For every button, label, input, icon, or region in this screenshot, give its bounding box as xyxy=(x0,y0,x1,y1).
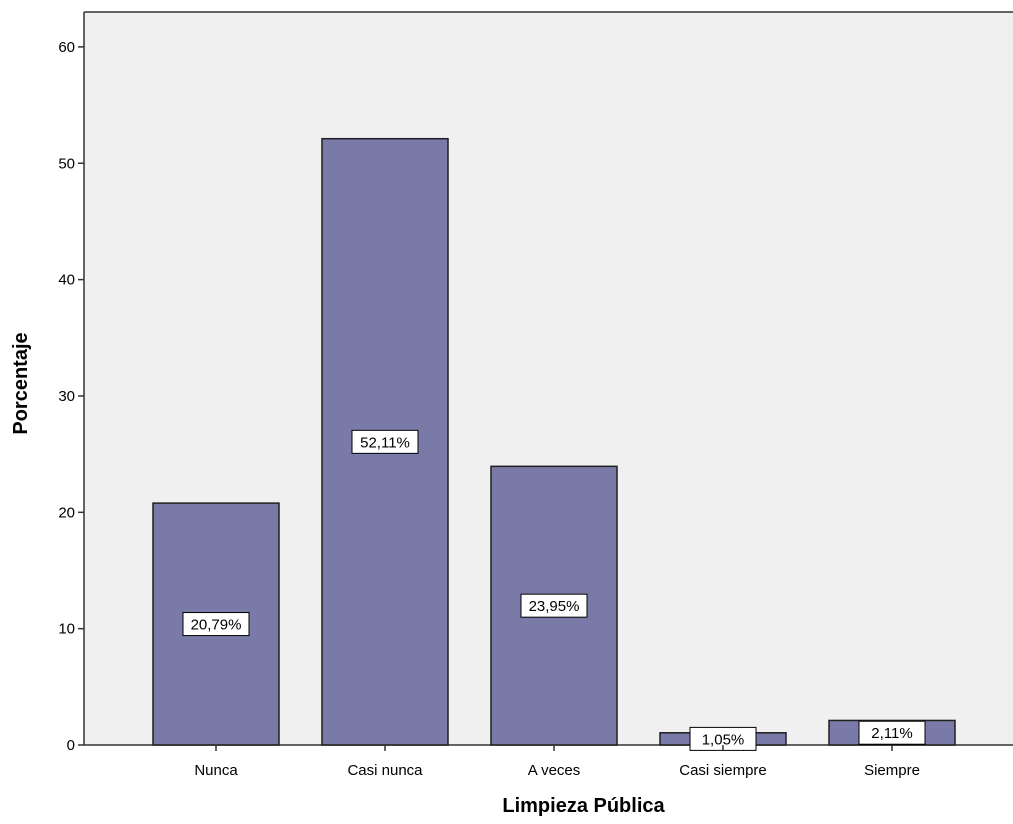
data-label: 52,11% xyxy=(360,434,410,451)
y-tick-label: 10 xyxy=(58,621,75,638)
data-label-box xyxy=(351,429,419,454)
data-label: 20,79% xyxy=(191,617,242,634)
x-axis-ticks: Nunca Casi nunca A veces Casi siempre Siempr… xyxy=(194,745,920,779)
bars-group: 20,79% 52,11% 23,95% 1,05% 2,11% xyxy=(152,137,956,751)
y-tick-label: 0 xyxy=(67,737,75,754)
data-label-box xyxy=(182,612,250,637)
y-tick-label: 30 xyxy=(58,388,75,405)
x-tick-label: Nunca xyxy=(194,762,238,779)
data-label: 2,11% xyxy=(871,725,912,742)
x-tick-label: A veces xyxy=(528,762,581,779)
x-tick-label: Casi siempre xyxy=(679,762,767,779)
y-tick-label: 60 xyxy=(58,39,75,56)
y-axis-ticks: 0 10 20 30 40 50 60 xyxy=(58,39,84,754)
x-axis-title: Limpieza Pública xyxy=(502,795,665,817)
y-tick-label: 50 xyxy=(58,155,75,172)
y-tick-label: 20 xyxy=(58,504,75,521)
data-label-box xyxy=(520,593,588,618)
y-tick-label: 40 xyxy=(58,272,75,289)
y-axis-title: Porcentaje xyxy=(10,332,32,434)
data-label-box xyxy=(858,720,926,745)
data-label: 23,95% xyxy=(529,598,580,615)
x-tick-label: Siempre xyxy=(864,762,920,779)
x-tick-label: Casi nunca xyxy=(347,762,423,779)
data-label: 1,05% xyxy=(702,731,745,748)
